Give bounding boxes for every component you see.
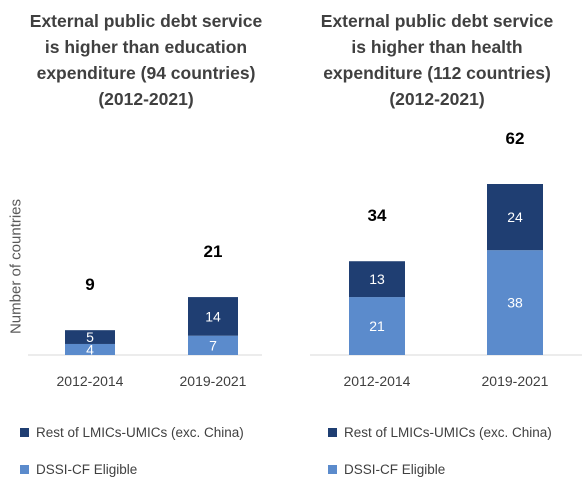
bar-segment-dssi: [188, 335, 238, 355]
data-label: 14: [205, 308, 221, 324]
chart-title: External public debt service is higher t…: [0, 8, 292, 112]
data-label: 5: [86, 329, 94, 345]
data-label: 7: [209, 337, 217, 353]
legend-swatch-dssi: [20, 464, 29, 474]
title-line: External public debt service: [29, 11, 263, 31]
title-line: (2012-2021): [389, 89, 485, 109]
bar-chart-health: 21 13 34 2012-2014 38 24 62 2019-2021: [310, 129, 582, 389]
title-line: is higher than health: [351, 37, 523, 57]
title-line: (2012-2021): [98, 89, 194, 109]
chart-panel-education: External public debt service is higher t…: [0, 8, 292, 477]
data-label: 24: [507, 209, 523, 225]
title-line: External public debt service: [320, 11, 554, 31]
data-label: 21: [369, 318, 385, 334]
legend-item-dssi: DSSI-CF Eligible: [328, 461, 445, 477]
bar-segment-dssi: [349, 297, 405, 355]
chart-panel-health: External public debt service is higher t…: [292, 0, 582, 479]
bar-segment-dssi: [65, 343, 115, 355]
data-label: 4: [86, 341, 94, 357]
total-label: 34: [368, 206, 387, 225]
bar-chart-education: 45 9 2012-2014 7 14 21 2019-2021: [28, 242, 262, 389]
data-label: 38: [507, 295, 523, 311]
bar-segment-rest: [349, 261, 405, 298]
chart-title: External public debt service is higher t…: [292, 8, 582, 112]
category-label: 2012-2014: [344, 373, 411, 389]
bar-segment-rest: [188, 297, 238, 336]
legend-label: DSSI-CF Eligible: [36, 461, 138, 477]
legend-item-dssi: DSSI-CF Eligible: [20, 461, 137, 477]
bar-segment-rest: [65, 330, 115, 344]
legend-label: Rest of LMICs-UMICs (exc. China): [344, 424, 552, 440]
legend-item-rest: Rest of LMICs-UMICs (exc. China): [20, 424, 244, 440]
bar-segment-dssi: [487, 250, 543, 355]
legend-label: Rest of LMICs-UMICs (exc. China): [36, 424, 244, 440]
title-line: is higher than education: [44, 37, 248, 57]
legend-swatch-rest: [328, 427, 337, 437]
category-label: 2019-2021: [180, 373, 247, 389]
data-label: 13: [369, 271, 385, 287]
legend-label: DSSI-CF Eligible: [344, 461, 446, 477]
bar-segment-rest: [487, 184, 543, 251]
legend-item-rest: Rest of LMICs-UMICs (exc. China): [328, 424, 552, 440]
category-label: 2019-2021: [482, 373, 549, 389]
total-label: 21: [204, 242, 223, 261]
legend-swatch-dssi: [328, 464, 337, 474]
legend-swatch-rest: [20, 427, 29, 437]
title-line: expenditure (94 countries): [36, 63, 256, 83]
total-label: 9: [85, 275, 94, 294]
total-label: 62: [506, 129, 525, 148]
title-line: expenditure (112 countries): [323, 63, 551, 83]
category-label: 2012-2014: [57, 373, 124, 389]
